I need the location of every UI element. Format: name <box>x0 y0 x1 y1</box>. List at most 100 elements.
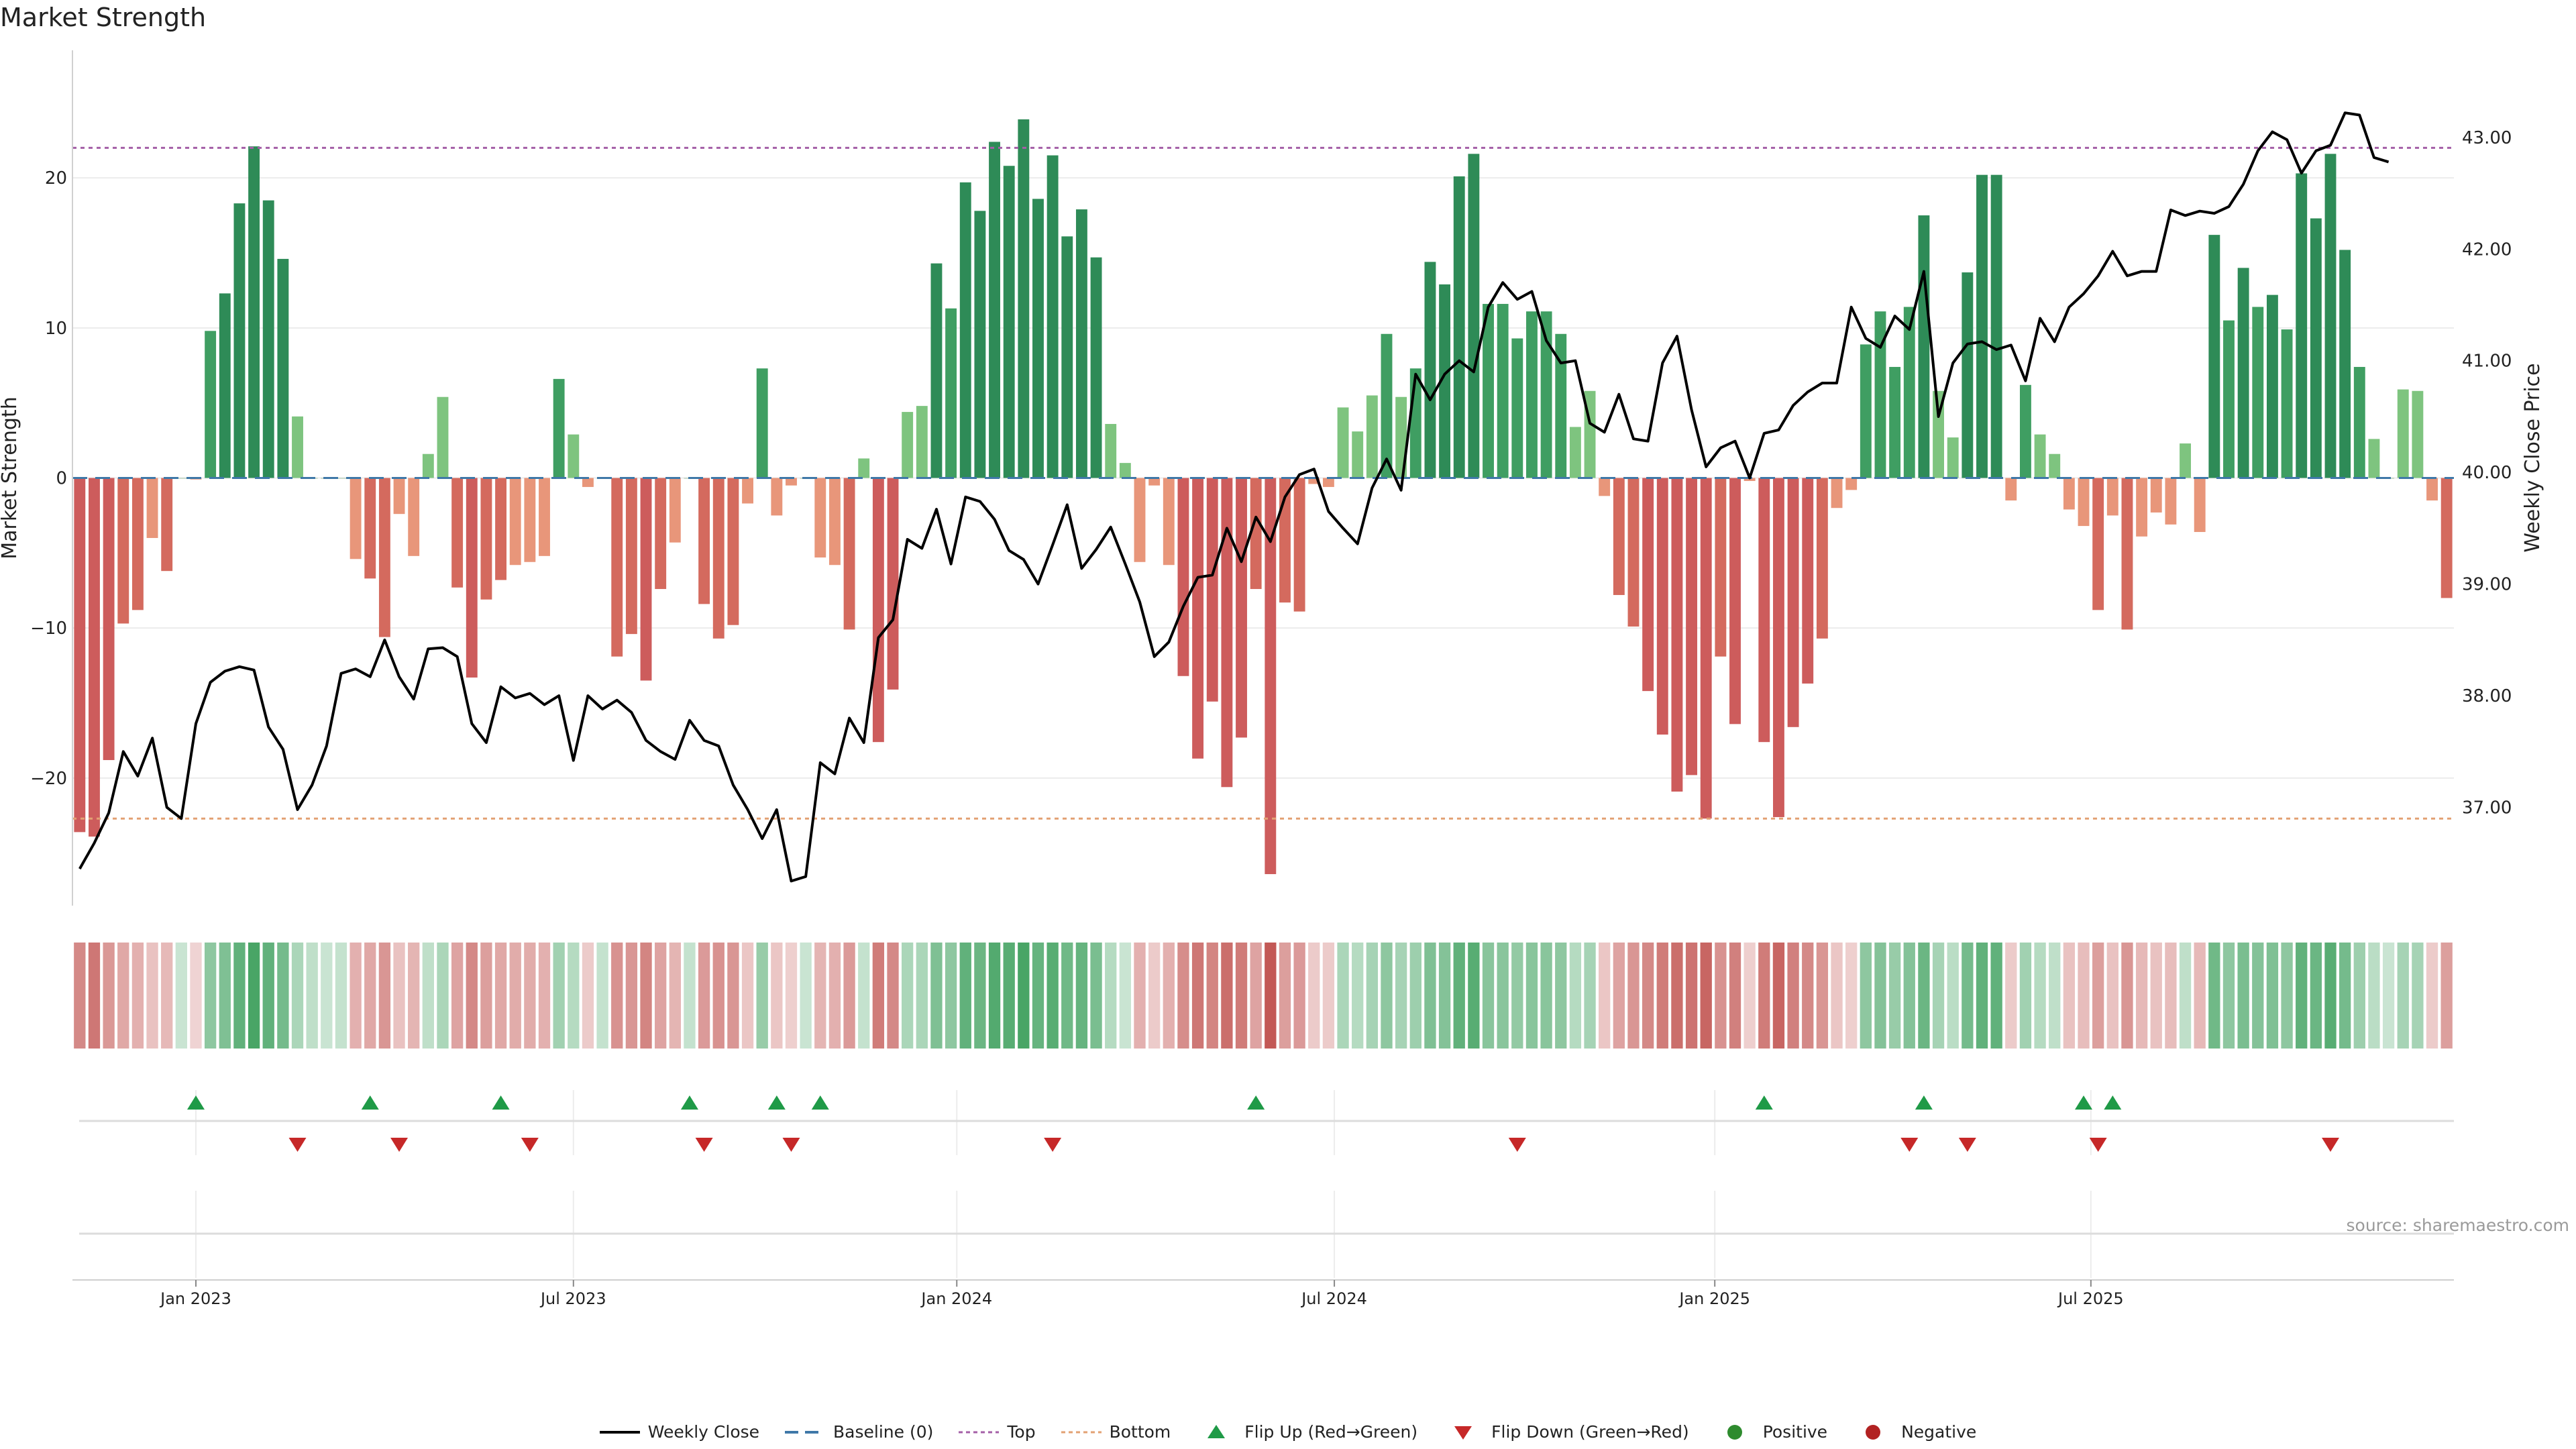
flip-up-marker <box>1755 1095 1773 1110</box>
intensity-cell <box>1540 943 1552 1049</box>
strength-bar <box>1381 333 1393 478</box>
strength-bar <box>611 478 623 657</box>
strength-bar <box>1221 478 1233 788</box>
strength-bar <box>1599 478 1611 496</box>
flip-down-marker <box>782 1138 800 1152</box>
strength-bar <box>1265 478 1277 875</box>
intensity-cell <box>321 943 333 1049</box>
intensity-cell <box>1990 943 2002 1049</box>
strength-bar <box>1322 478 1334 487</box>
intensity-cell <box>1685 943 1698 1049</box>
strength-bar <box>378 478 390 637</box>
y-left-axis-label: Market Strength <box>0 396 21 559</box>
strength-bar <box>350 478 362 559</box>
intensity-cell <box>1018 943 1030 1049</box>
strength-bar <box>422 453 434 478</box>
strength-bar <box>553 378 565 478</box>
intensity-cell <box>277 943 289 1049</box>
strength-bar <box>103 478 115 761</box>
intensity-cell <box>1903 943 1915 1049</box>
intensity-cell <box>1163 943 1175 1049</box>
strength-bar <box>437 396 449 478</box>
strength-bar <box>1366 395 1378 478</box>
strength-bar <box>1947 437 1959 478</box>
strength-bar <box>2296 173 2308 478</box>
strength-bar <box>1148 478 1161 486</box>
strength-bar <box>131 478 144 610</box>
intensity-cell <box>2324 943 2337 1049</box>
legend-label: Negative <box>1901 1422 1977 1442</box>
flip-down-marker <box>390 1138 409 1152</box>
intensity-cell <box>785 943 798 1049</box>
strength-bar <box>393 478 405 515</box>
intensity-cell <box>727 943 739 1049</box>
intensity-cell <box>2353 943 2365 1049</box>
intensity-cell <box>2426 943 2438 1049</box>
strength-bar <box>1845 478 1858 490</box>
intensity-cell <box>1381 943 1393 1049</box>
strength-bar <box>1613 478 1625 595</box>
strength-bar <box>1802 478 1814 684</box>
intensity-cell <box>306 943 318 1049</box>
flip-up-marker <box>680 1095 698 1110</box>
flip-up-marker <box>1915 1095 1933 1110</box>
strength-bar <box>451 478 464 588</box>
intensity-cell <box>2252 943 2264 1049</box>
intensity-cell <box>1148 943 1161 1049</box>
flip-up-marker <box>186 1095 205 1110</box>
intensity-cell <box>843 943 855 1049</box>
strength-bar <box>277 258 289 478</box>
y-right-tick-label: 39.00 <box>2462 575 2512 595</box>
flip-up-marker <box>2104 1095 2122 1110</box>
strength-bar <box>786 478 797 486</box>
intensity-cell <box>1947 943 1959 1049</box>
intensity-cell <box>378 943 391 1049</box>
flip-up-marker <box>492 1095 510 1110</box>
intensity-cell <box>1134 943 1146 1049</box>
flip-down-marker <box>695 1138 713 1152</box>
intensity-cell <box>219 943 231 1049</box>
x-tick-label: Jul 2025 <box>2057 1289 2124 1308</box>
intensity-cell <box>741 943 754 1049</box>
intensity-cell <box>2078 943 2090 1049</box>
intensity-cell <box>1831 943 1843 1049</box>
intensity-cell <box>2296 943 2308 1049</box>
intensity-cell <box>1918 943 1930 1049</box>
x-axis: Jan 2023 Jul 2023 Jan 2024 Jul 2024 Jan 2025… <box>72 1279 2454 1308</box>
strength-bar <box>698 478 710 604</box>
intensity-cell <box>1874 943 1886 1049</box>
strength-bar <box>756 368 768 478</box>
intensity-cell <box>1584 943 1596 1049</box>
strength-bar <box>2310 218 2322 478</box>
strength-bar <box>2339 250 2351 478</box>
y-left-tick-label: 0 <box>56 469 67 489</box>
legend-label: Baseline (0) <box>833 1422 934 1442</box>
intensity-cell <box>1090 943 1102 1049</box>
strength-bar <box>1903 307 1915 478</box>
flip-up-marker <box>361 1095 379 1110</box>
intensity-cell <box>1525 943 1538 1049</box>
intensity-cell <box>2019 943 2032 1049</box>
strength-bar <box>2324 154 2337 478</box>
intensity-cell <box>1729 943 1741 1049</box>
intensity-cell <box>902 943 914 1049</box>
flip-down-marker <box>1900 1138 1919 1152</box>
intensity-cell <box>2222 943 2235 1049</box>
intensity-cell <box>2121 943 2133 1049</box>
y-left-tick-label: 10 <box>45 319 67 339</box>
legend-label: Weekly Close <box>647 1422 760 1442</box>
x-tick-label: Jan 2025 <box>1678 1289 1750 1308</box>
flip-down-marker <box>2089 1138 2107 1152</box>
strength-bar <box>2121 478 2133 630</box>
weekly-close-line <box>78 111 2390 883</box>
strength-bar <box>175 478 187 479</box>
strength-bar <box>1134 478 1146 562</box>
intensity-cell <box>1468 943 1480 1049</box>
strength-bar <box>1003 166 1015 478</box>
source-note: source: sharemaestro.com <box>2346 1216 2570 1235</box>
strength-bar <box>1889 366 1901 478</box>
strength-bar <box>408 478 420 556</box>
strength-bar <box>568 434 580 478</box>
legend-item-positive: Positive <box>1715 1422 1827 1442</box>
